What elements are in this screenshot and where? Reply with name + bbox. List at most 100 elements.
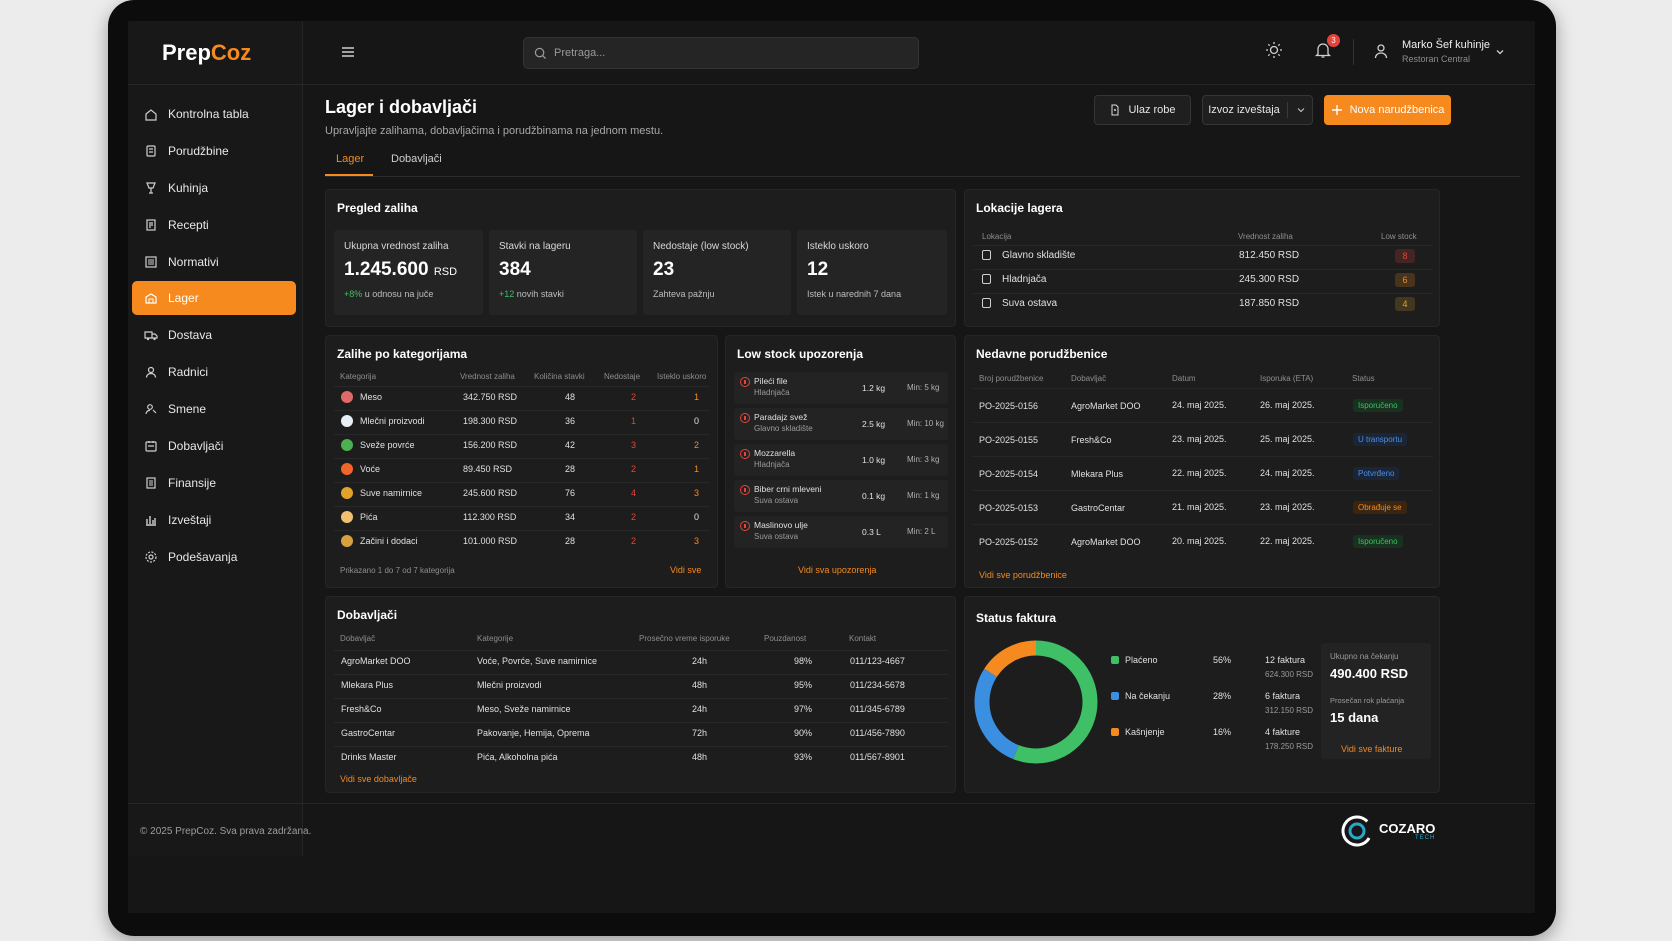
tab-lager[interactable]: Lager xyxy=(336,153,365,165)
receive-goods-button[interactable]: Ulaz robe xyxy=(1094,95,1191,125)
sidebar-item-kontrolnatabla[interactable]: Kontrolna tabla xyxy=(132,96,296,131)
invoice-amount: 624.300 RSD xyxy=(1265,670,1314,679)
sidebar-item-smene[interactable]: Smene xyxy=(132,391,296,426)
recent-orders-card: Nedavne porudžbenice Broj porudžbenice D… xyxy=(964,335,1440,588)
sidebar-item-normativi[interactable]: Normativi xyxy=(132,244,296,279)
category-expiring: 3 xyxy=(694,488,700,498)
supplier-categories: Pića, Alkoholna pića xyxy=(477,752,558,762)
order-id[interactable]: PO-2025-0153 xyxy=(979,503,1039,513)
category-icon xyxy=(341,415,353,427)
order-id[interactable]: PO-2025-0152 xyxy=(979,537,1039,547)
theme-toggle-icon[interactable] xyxy=(1265,41,1283,59)
category-icon xyxy=(341,511,353,523)
order-id[interactable]: PO-2025-0156 xyxy=(979,401,1039,411)
row-divider xyxy=(334,698,948,699)
app-logo[interactable]: Prep Coz xyxy=(128,21,302,85)
order-supplier: AgroMarket DOO xyxy=(1071,401,1141,411)
low-stock-item[interactable] xyxy=(734,408,948,440)
donut-slice-2 xyxy=(974,640,1098,764)
sidebar-item-porudbine[interactable]: Porudžbine xyxy=(132,133,296,168)
low-stock-badge: 8 xyxy=(1395,249,1415,263)
item-name: Pileći file xyxy=(754,376,788,386)
item-name: Paradajz svež xyxy=(754,412,808,422)
column-header: Kontakt xyxy=(849,634,877,643)
supplier-name[interactable]: Mlekara Plus xyxy=(341,680,394,690)
view-all-suppliers-link[interactable]: Vidi sve dobavljače xyxy=(340,774,417,784)
document-icon xyxy=(1111,104,1119,116)
footer: © 2025 PrepCoz. Sva prava zadržana. COZA… xyxy=(128,803,1535,856)
category-expiring: 3 xyxy=(694,536,700,546)
column-header: Vrednost zaliha xyxy=(1238,232,1293,241)
finance-icon xyxy=(146,476,156,489)
item-location: Suva ostava xyxy=(754,496,799,505)
tab-bar: Lager Dobavljači xyxy=(325,149,1520,177)
row-divider xyxy=(334,458,710,459)
alert-icon xyxy=(740,521,750,531)
row-divider xyxy=(334,386,710,387)
category-icon xyxy=(341,463,353,475)
notifications-icon[interactable] xyxy=(1314,41,1332,59)
order-id[interactable]: PO-2025-0155 xyxy=(979,435,1039,445)
location-icon xyxy=(982,298,991,308)
low-stock-item[interactable] xyxy=(734,444,948,476)
view-all-categories-link[interactable]: Vidi sve xyxy=(670,565,702,575)
chevron-down-icon[interactable] xyxy=(1495,47,1505,57)
row-divider xyxy=(334,410,710,411)
category-name: Pića xyxy=(360,512,378,522)
view-all-alerts-link[interactable]: Vidi sva upozorenja xyxy=(798,565,877,575)
view-all-invoices-link[interactable]: Vidi sve fakture xyxy=(1341,744,1403,754)
supplier-name[interactable]: GastroCentar xyxy=(341,728,396,738)
column-header: Količina stavki xyxy=(534,372,585,381)
item-min: Min: 10 kg xyxy=(907,419,944,428)
user-name[interactable]: Marko Šef kuhinje xyxy=(1402,39,1491,51)
category-icon xyxy=(341,487,353,499)
tab-dobavljaci[interactable]: Dobavljači xyxy=(391,153,442,165)
chart-icon xyxy=(146,515,156,526)
sidebar-item-podeavanja[interactable]: Podešavanja xyxy=(132,539,296,574)
order-id[interactable]: PO-2025-0154 xyxy=(979,469,1039,479)
low-stock-item[interactable] xyxy=(734,480,948,512)
alert-icon xyxy=(740,413,750,423)
sidebar-item-finansije[interactable]: Finansije xyxy=(132,465,296,500)
sidebar-item-kuhinja[interactable]: Kuhinja xyxy=(132,170,296,205)
search-input[interactable]: Pretraga... xyxy=(523,37,919,69)
location-value: 245.300 RSD xyxy=(1239,274,1300,285)
location-value: 812.450 RSD xyxy=(1239,250,1300,261)
sidebar-item-recepti[interactable]: Recepti xyxy=(132,207,296,242)
low-stock-item[interactable] xyxy=(734,372,948,404)
category-value: 156.200 RSD xyxy=(463,440,518,450)
category-value: 89.450 RSD xyxy=(463,464,513,474)
sidebar-item-dobavljai[interactable]: Dobavljači xyxy=(132,428,296,463)
sidebar-item-label: Recepti xyxy=(168,217,209,232)
cozaro-logo-icon xyxy=(1341,815,1373,847)
stat-low-stock: Nedostaje (low stock) 23 Zahteva pažnju xyxy=(643,230,791,315)
sidebar-item-dostava[interactable]: Dostava xyxy=(132,317,296,352)
alert-icon xyxy=(740,485,750,495)
supplier-name[interactable]: Fresh&Co xyxy=(341,704,382,714)
sidebar-item-lager[interactable]: Lager xyxy=(132,281,296,315)
category-qty: 42 xyxy=(565,440,576,450)
user-avatar-icon[interactable] xyxy=(1373,43,1389,59)
column-header: Isporuka (ETA) xyxy=(1260,374,1314,383)
supplier-name[interactable]: Drinks Master xyxy=(341,752,397,762)
sidebar-item-label: Porudžbine xyxy=(168,143,229,158)
order-eta: 25. maj 2025. xyxy=(1260,434,1315,444)
new-order-button[interactable]: Nova narudžbenica xyxy=(1324,95,1451,125)
column-header: Kategorije xyxy=(477,634,514,643)
settings-icon xyxy=(145,550,157,563)
menu-icon[interactable] xyxy=(339,43,357,61)
category-expiring: 2 xyxy=(694,440,700,450)
column-header: Isteklo uskoro xyxy=(657,372,707,381)
low-stock-item[interactable] xyxy=(734,516,948,548)
row-divider xyxy=(973,293,1433,294)
supplier-name[interactable]: AgroMarket DOO xyxy=(341,656,411,666)
donut-slice-3 xyxy=(974,640,1098,764)
export-report-button[interactable]: Izvoz izveštaja xyxy=(1202,95,1313,125)
sidebar-item-izvetaji[interactable]: Izveštaji xyxy=(132,502,296,537)
supplier-categories: Meso, Sveže namirnice xyxy=(477,704,571,714)
category-value: 342.750 RSD xyxy=(463,392,518,402)
item-min: Min: 3 kg xyxy=(907,455,940,464)
sidebar-item-radnici[interactable]: Radnici xyxy=(132,354,296,389)
search-icon xyxy=(534,47,547,60)
view-all-orders-link[interactable]: Vidi sve porudžbenice xyxy=(979,570,1067,580)
